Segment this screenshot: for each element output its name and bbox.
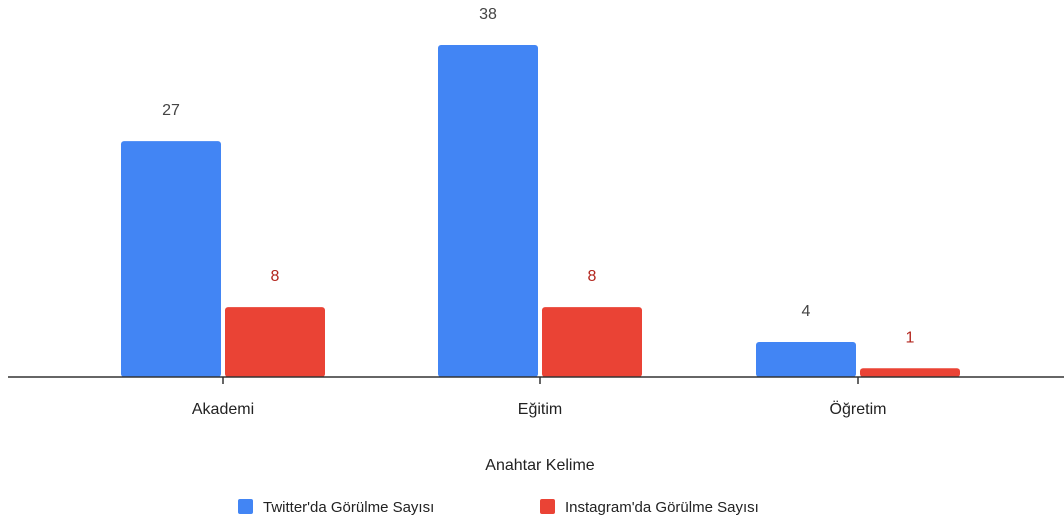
data-label: 8 xyxy=(588,268,597,285)
data-labels-group: 27 8 38 8 4 1 xyxy=(162,6,914,346)
legend: Twitter'da Görülme Sayısı Instagram'da Gö… xyxy=(238,499,759,516)
x-tick-label: Öğretim xyxy=(830,400,887,418)
bar-twitter xyxy=(121,141,221,377)
legend-label-instagram: Instagram'da Görülme Sayısı xyxy=(565,499,759,516)
x-tick-labels-group: Akademi Eğitim Öğretim xyxy=(192,400,887,418)
bar-instagram xyxy=(225,307,325,377)
bars-group xyxy=(121,45,960,377)
bar-twitter xyxy=(756,342,856,377)
data-label: 8 xyxy=(271,268,280,285)
bar-instagram xyxy=(860,368,960,377)
legend-swatch-twitter xyxy=(238,499,253,514)
x-tick-label: Eğitim xyxy=(518,401,562,418)
data-label: 27 xyxy=(162,102,180,119)
bar-twitter xyxy=(438,45,538,377)
x-ticks-group xyxy=(222,377,859,384)
bar-instagram xyxy=(542,307,642,377)
data-label: 38 xyxy=(479,6,497,23)
legend-swatch-instagram xyxy=(540,499,555,514)
data-label: 4 xyxy=(802,303,811,320)
x-axis-title: Anahtar Kelime xyxy=(485,457,594,474)
x-tick-label: Akademi xyxy=(192,401,254,418)
legend-label-twitter: Twitter'da Görülme Sayısı xyxy=(263,499,434,516)
data-label: 1 xyxy=(906,329,915,346)
